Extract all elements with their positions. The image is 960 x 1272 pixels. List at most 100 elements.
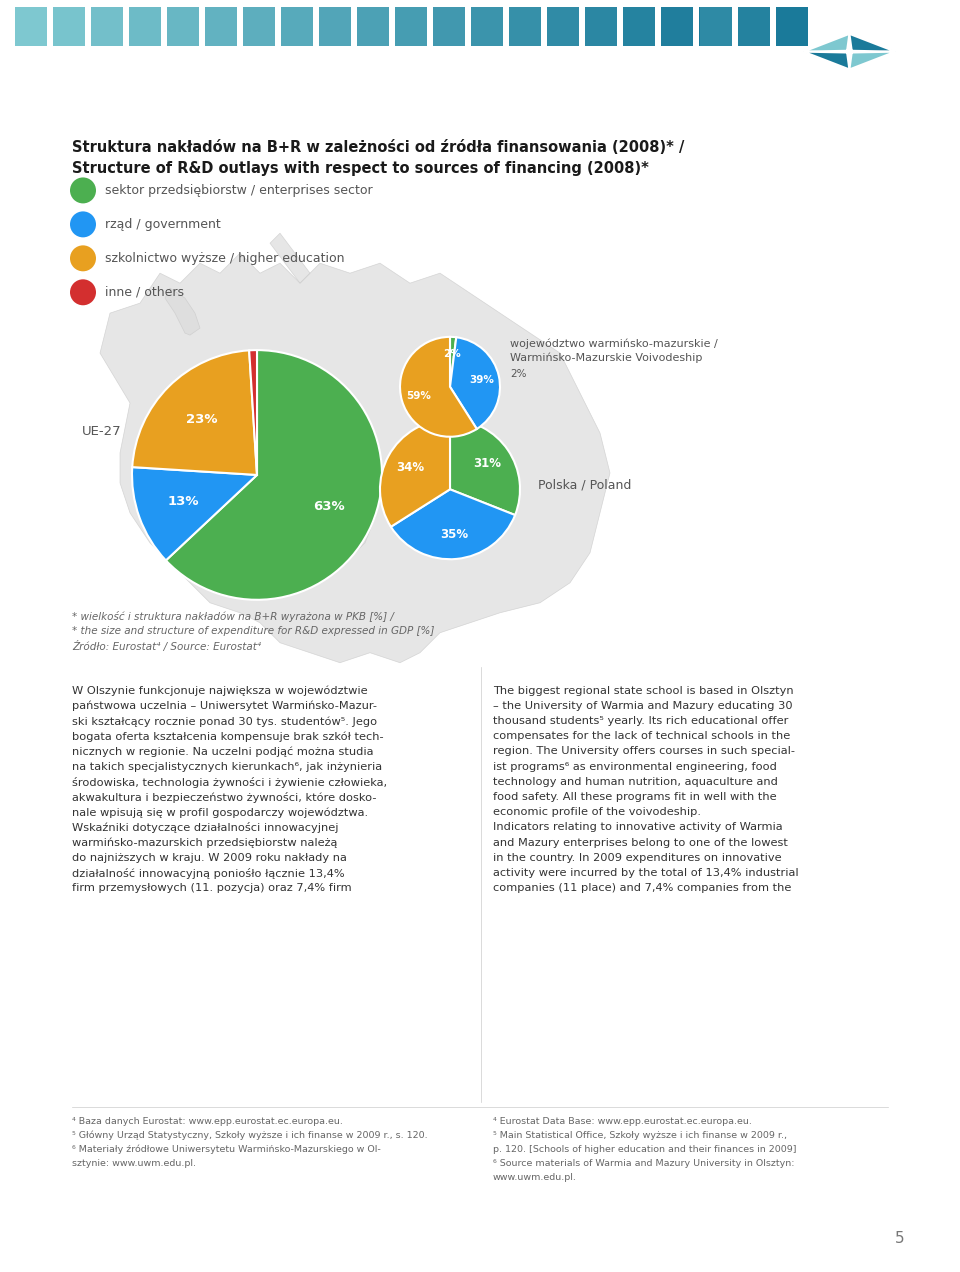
Text: ski kształcący rocznie ponad 30 tys. studentów⁵. Jego: ski kształcący rocznie ponad 30 tys. stu… — [72, 716, 377, 726]
Text: Struktura nakładów na B+R w zależności od źródła finansowania (2008)* /: Struktura nakładów na B+R w zależności o… — [72, 140, 684, 155]
Text: companies (11 place) and 7,4% companies from the: companies (11 place) and 7,4% companies … — [493, 883, 791, 893]
Text: region. The University offers courses in such special-: region. The University offers courses in… — [493, 747, 795, 757]
Text: ⁴ Eurostat Data Base: www.epp.eurostat.ec.europa.eu.: ⁴ Eurostat Data Base: www.epp.eurostat.e… — [493, 1117, 752, 1126]
FancyBboxPatch shape — [281, 8, 313, 46]
Text: and Mazury enterprises belong to one of the lowest: and Mazury enterprises belong to one of … — [493, 837, 788, 847]
FancyBboxPatch shape — [700, 8, 732, 46]
FancyBboxPatch shape — [738, 8, 770, 46]
Text: * wielkość i struktura nakładów na B+R wyrażona w PKB [%] /: * wielkość i struktura nakładów na B+R w… — [72, 611, 394, 622]
FancyBboxPatch shape — [129, 8, 161, 46]
FancyBboxPatch shape — [509, 8, 541, 46]
Text: – the University of Warmia and Mazury educating 30: – the University of Warmia and Mazury ed… — [493, 701, 793, 711]
Text: economic profile of the voivodeship.: economic profile of the voivodeship. — [493, 808, 701, 817]
Text: rząd / government: rząd / government — [105, 218, 221, 232]
FancyBboxPatch shape — [205, 8, 237, 46]
FancyBboxPatch shape — [547, 8, 579, 46]
Wedge shape — [391, 490, 516, 560]
Text: 34%: 34% — [396, 460, 424, 474]
Text: www.uwm.edu.pl.: www.uwm.edu.pl. — [493, 1173, 577, 1182]
FancyBboxPatch shape — [357, 8, 389, 46]
Circle shape — [70, 280, 96, 305]
Text: Wskaźniki dotyczące działalności innowacyjnej: Wskaźniki dotyczące działalności innowac… — [72, 822, 339, 833]
Text: 59%: 59% — [406, 391, 431, 401]
Text: Polska / Poland: Polska / Poland — [538, 478, 632, 491]
Text: ist programs⁶ as environmental engineering, food: ist programs⁶ as environmental engineeri… — [493, 762, 777, 772]
Text: ⁵ Główny Urząd Statystyczny, Szkoły wyższe i ich finanse w 2009 r., s. 120.: ⁵ Główny Urząd Statystyczny, Szkoły wyżs… — [72, 1131, 427, 1140]
Text: ⁶ Materiały źródłowe Uniwersytetu Warmińsko-Mazurskiego w Ol-: ⁶ Materiały źródłowe Uniwersytetu Warmiń… — [72, 1145, 381, 1154]
Text: 13%: 13% — [167, 495, 199, 508]
Text: 39%: 39% — [469, 375, 494, 384]
FancyBboxPatch shape — [776, 8, 808, 46]
Polygon shape — [850, 34, 896, 52]
Text: 23%: 23% — [185, 413, 217, 426]
Text: ⁴ Baza danych Eurostat: www.epp.eurostat.ec.europa.eu.: ⁴ Baza danych Eurostat: www.epp.eurostat… — [72, 1117, 343, 1126]
Text: W Olszynie funkcjonuje największa w województwie: W Olszynie funkcjonuje największa w woje… — [72, 686, 368, 696]
Text: 35%: 35% — [441, 528, 468, 541]
Polygon shape — [804, 52, 850, 70]
Wedge shape — [132, 467, 257, 561]
Circle shape — [70, 245, 96, 271]
Circle shape — [70, 211, 96, 238]
Text: firm przemysłowych (11. pozycja) oraz 7,4% firm: firm przemysłowych (11. pozycja) oraz 7,… — [72, 883, 351, 893]
FancyBboxPatch shape — [319, 8, 351, 46]
FancyBboxPatch shape — [167, 8, 199, 46]
Text: państwowa uczelnia – Uniwersytet Warmińsko-Mazur-: państwowa uczelnia – Uniwersytet Warmińs… — [72, 701, 377, 711]
Text: UE-27: UE-27 — [82, 425, 122, 439]
Wedge shape — [380, 420, 450, 527]
Text: 63%: 63% — [314, 500, 345, 513]
FancyBboxPatch shape — [433, 8, 465, 46]
Wedge shape — [450, 337, 500, 429]
Text: technology and human nutrition, aquaculture and: technology and human nutrition, aquacult… — [493, 777, 778, 787]
Circle shape — [70, 177, 96, 204]
Polygon shape — [270, 233, 310, 284]
Wedge shape — [166, 350, 382, 600]
Text: 2%: 2% — [510, 369, 526, 379]
FancyBboxPatch shape — [243, 8, 275, 46]
Text: warmińsko-mazurskich przedsiębiorstw należą: warmińsko-mazurskich przedsiębiorstw nal… — [72, 837, 337, 848]
Text: ⁵ Main Statistical Office, Szkoły wyższe i ich finanse w 2009 r.,: ⁵ Main Statistical Office, Szkoły wyższe… — [493, 1131, 787, 1140]
Polygon shape — [100, 253, 610, 663]
Text: do najniższych w kraju. W 2009 roku nakłady na: do najniższych w kraju. W 2009 roku nakł… — [72, 852, 347, 862]
Text: food safety. All these programs fit in well with the: food safety. All these programs fit in w… — [493, 792, 777, 801]
Wedge shape — [132, 350, 257, 474]
Text: 31%: 31% — [473, 457, 502, 471]
FancyBboxPatch shape — [661, 8, 693, 46]
Text: środowiska, technologia żywności i żywienie człowieka,: środowiska, technologia żywności i żywie… — [72, 777, 387, 787]
Text: bogata oferta kształcenia kompensuje brak szkół tech-: bogata oferta kształcenia kompensuje bra… — [72, 731, 384, 742]
FancyBboxPatch shape — [395, 8, 427, 46]
FancyBboxPatch shape — [15, 8, 47, 46]
Text: nale wpisują się w profil gospodarczy województwa.: nale wpisują się w profil gospodarczy wo… — [72, 808, 368, 818]
Text: p. 120. [Schools of higher education and their finances in 2009]: p. 120. [Schools of higher education and… — [493, 1145, 797, 1154]
Text: działalność innowacyjną poniośło łącznie 13,4%: działalność innowacyjną poniośło łącznie… — [72, 868, 345, 879]
Text: na takich specjalistycznych kierunkach⁶, jak inżynieria: na takich specjalistycznych kierunkach⁶,… — [72, 762, 382, 772]
Polygon shape — [850, 52, 896, 70]
Text: * the size and structure of expenditure for R&D expressed in GDP [%]: * the size and structure of expenditure … — [72, 626, 434, 636]
Text: Źródło: Eurostat⁴ / Source: Eurostat⁴: Źródło: Eurostat⁴ / Source: Eurostat⁴ — [72, 641, 261, 653]
FancyBboxPatch shape — [699, 8, 731, 46]
Text: activity were incurred by the total of 13,4% industrial: activity were incurred by the total of 1… — [493, 868, 799, 878]
FancyBboxPatch shape — [623, 8, 655, 46]
FancyBboxPatch shape — [53, 8, 85, 46]
FancyBboxPatch shape — [471, 8, 503, 46]
Text: thousand students⁵ yearly. Its rich educational offer: thousand students⁵ yearly. Its rich educ… — [493, 716, 788, 726]
Text: The biggest regional state school is based in Olsztyn: The biggest regional state school is bas… — [493, 686, 794, 696]
Text: sektor przedsiębiorstw / enterprises sector: sektor przedsiębiorstw / enterprises sec… — [105, 184, 372, 197]
Text: inne / others: inne / others — [105, 286, 184, 299]
Text: Indicators relating to innovative activity of Warmia: Indicators relating to innovative activi… — [493, 822, 782, 832]
Text: akwakultura i bezpieczeństwo żywności, które dosko-: akwakultura i bezpieczeństwo żywności, k… — [72, 792, 376, 803]
Text: 2%: 2% — [444, 350, 461, 360]
Polygon shape — [804, 34, 850, 52]
Text: in the country. In 2009 expenditures on innovative: in the country. In 2009 expenditures on … — [493, 852, 781, 862]
Text: 5: 5 — [895, 1231, 905, 1247]
Text: nicznych w regionie. Na uczelni podjąć można studia: nicznych w regionie. Na uczelni podjąć m… — [72, 747, 373, 757]
Text: szkolnictwo wyższe / higher education: szkolnictwo wyższe / higher education — [105, 252, 345, 265]
Text: compensates for the lack of technical schools in the: compensates for the lack of technical sc… — [493, 731, 790, 742]
Wedge shape — [400, 337, 477, 436]
Wedge shape — [250, 350, 257, 474]
Text: województwo warmińsko-mazurskie /
Warmińsko-Mazurskie Voivodeship: województwo warmińsko-mazurskie / Warmiń… — [510, 338, 718, 363]
Polygon shape — [350, 494, 380, 553]
Wedge shape — [450, 420, 520, 515]
FancyBboxPatch shape — [91, 8, 123, 46]
Text: Structure of R&D outlays with respect to sources of financing (2008)*: Structure of R&D outlays with respect to… — [72, 160, 649, 176]
Text: ⁶ Source materials of Warmia and Mazury University in Olsztyn:: ⁶ Source materials of Warmia and Mazury … — [493, 1159, 795, 1168]
